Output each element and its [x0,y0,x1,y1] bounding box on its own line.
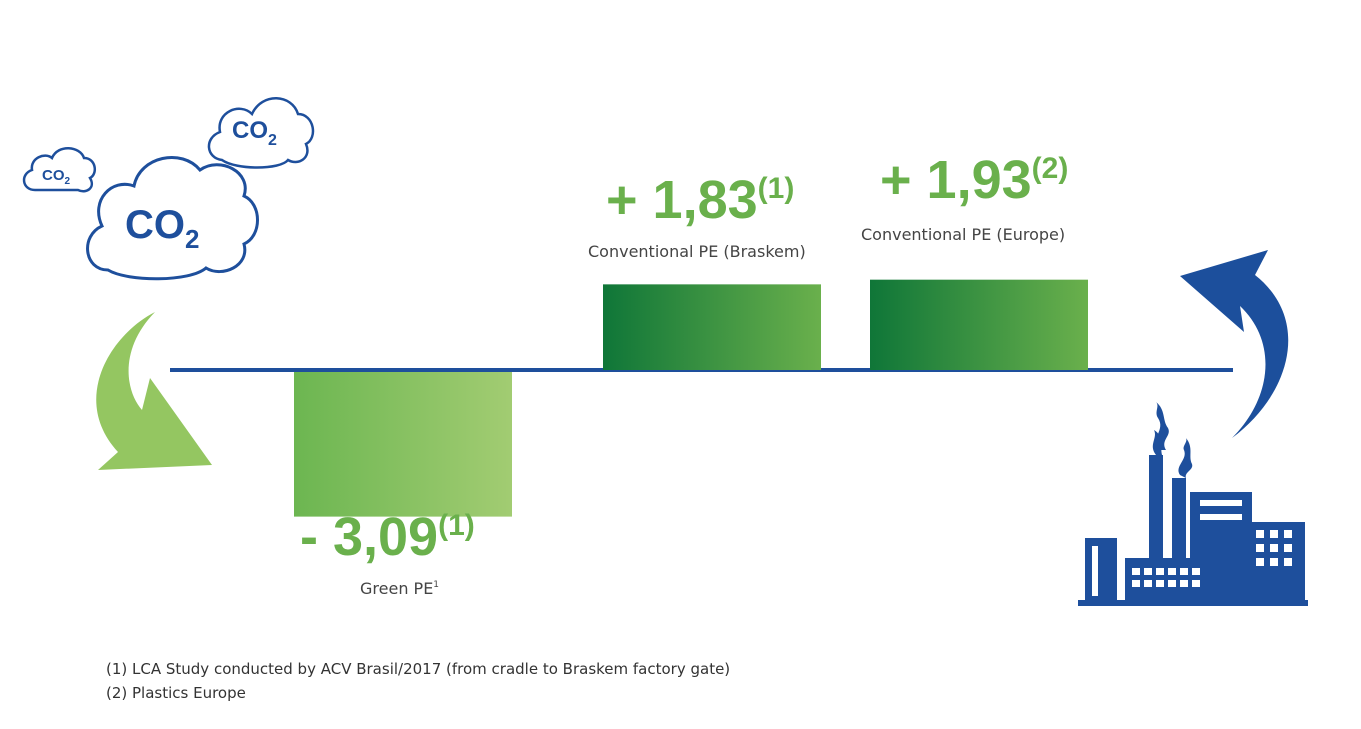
bar-conventional-pe-braskem [603,284,821,370]
co2-clouds-icon: CO2 CO2 CO2 [22,97,315,281]
category-label-conventional-pe-europe: Conventional PE (Europe) [861,225,1065,244]
bar-green-pe [294,372,512,517]
footnote-1: (1) LCA Study conducted by ACV Brasil/20… [106,660,731,678]
co2-cloud-large-icon: CO2 [86,156,259,281]
value-label-green-pe: - 3,09(1) [300,507,475,567]
absorb-arrow-icon [96,312,212,470]
emit-arrow-icon [1180,250,1289,438]
svg-text:CO2: CO2 [125,203,199,254]
value-label-conventional-pe-braskem: + 1,83(1) [606,170,794,230]
svg-text:CO2: CO2 [232,117,277,149]
co2-cloud-medium-icon: CO2 [207,97,315,169]
category-label-green-pe: Green PE1 [360,579,439,598]
factory-icon [1078,402,1308,606]
bar-conventional-pe-europe [870,279,1088,370]
footnote-2: (2) Plastics Europe [106,684,246,702]
category-label-conventional-pe-braskem: Conventional PE (Braskem) [588,242,806,261]
svg-text:CO2: CO2 [42,167,71,187]
value-label-conventional-pe-europe: + 1,93(2) [880,150,1068,210]
co2-cloud-small-icon: CO2 [22,147,97,193]
